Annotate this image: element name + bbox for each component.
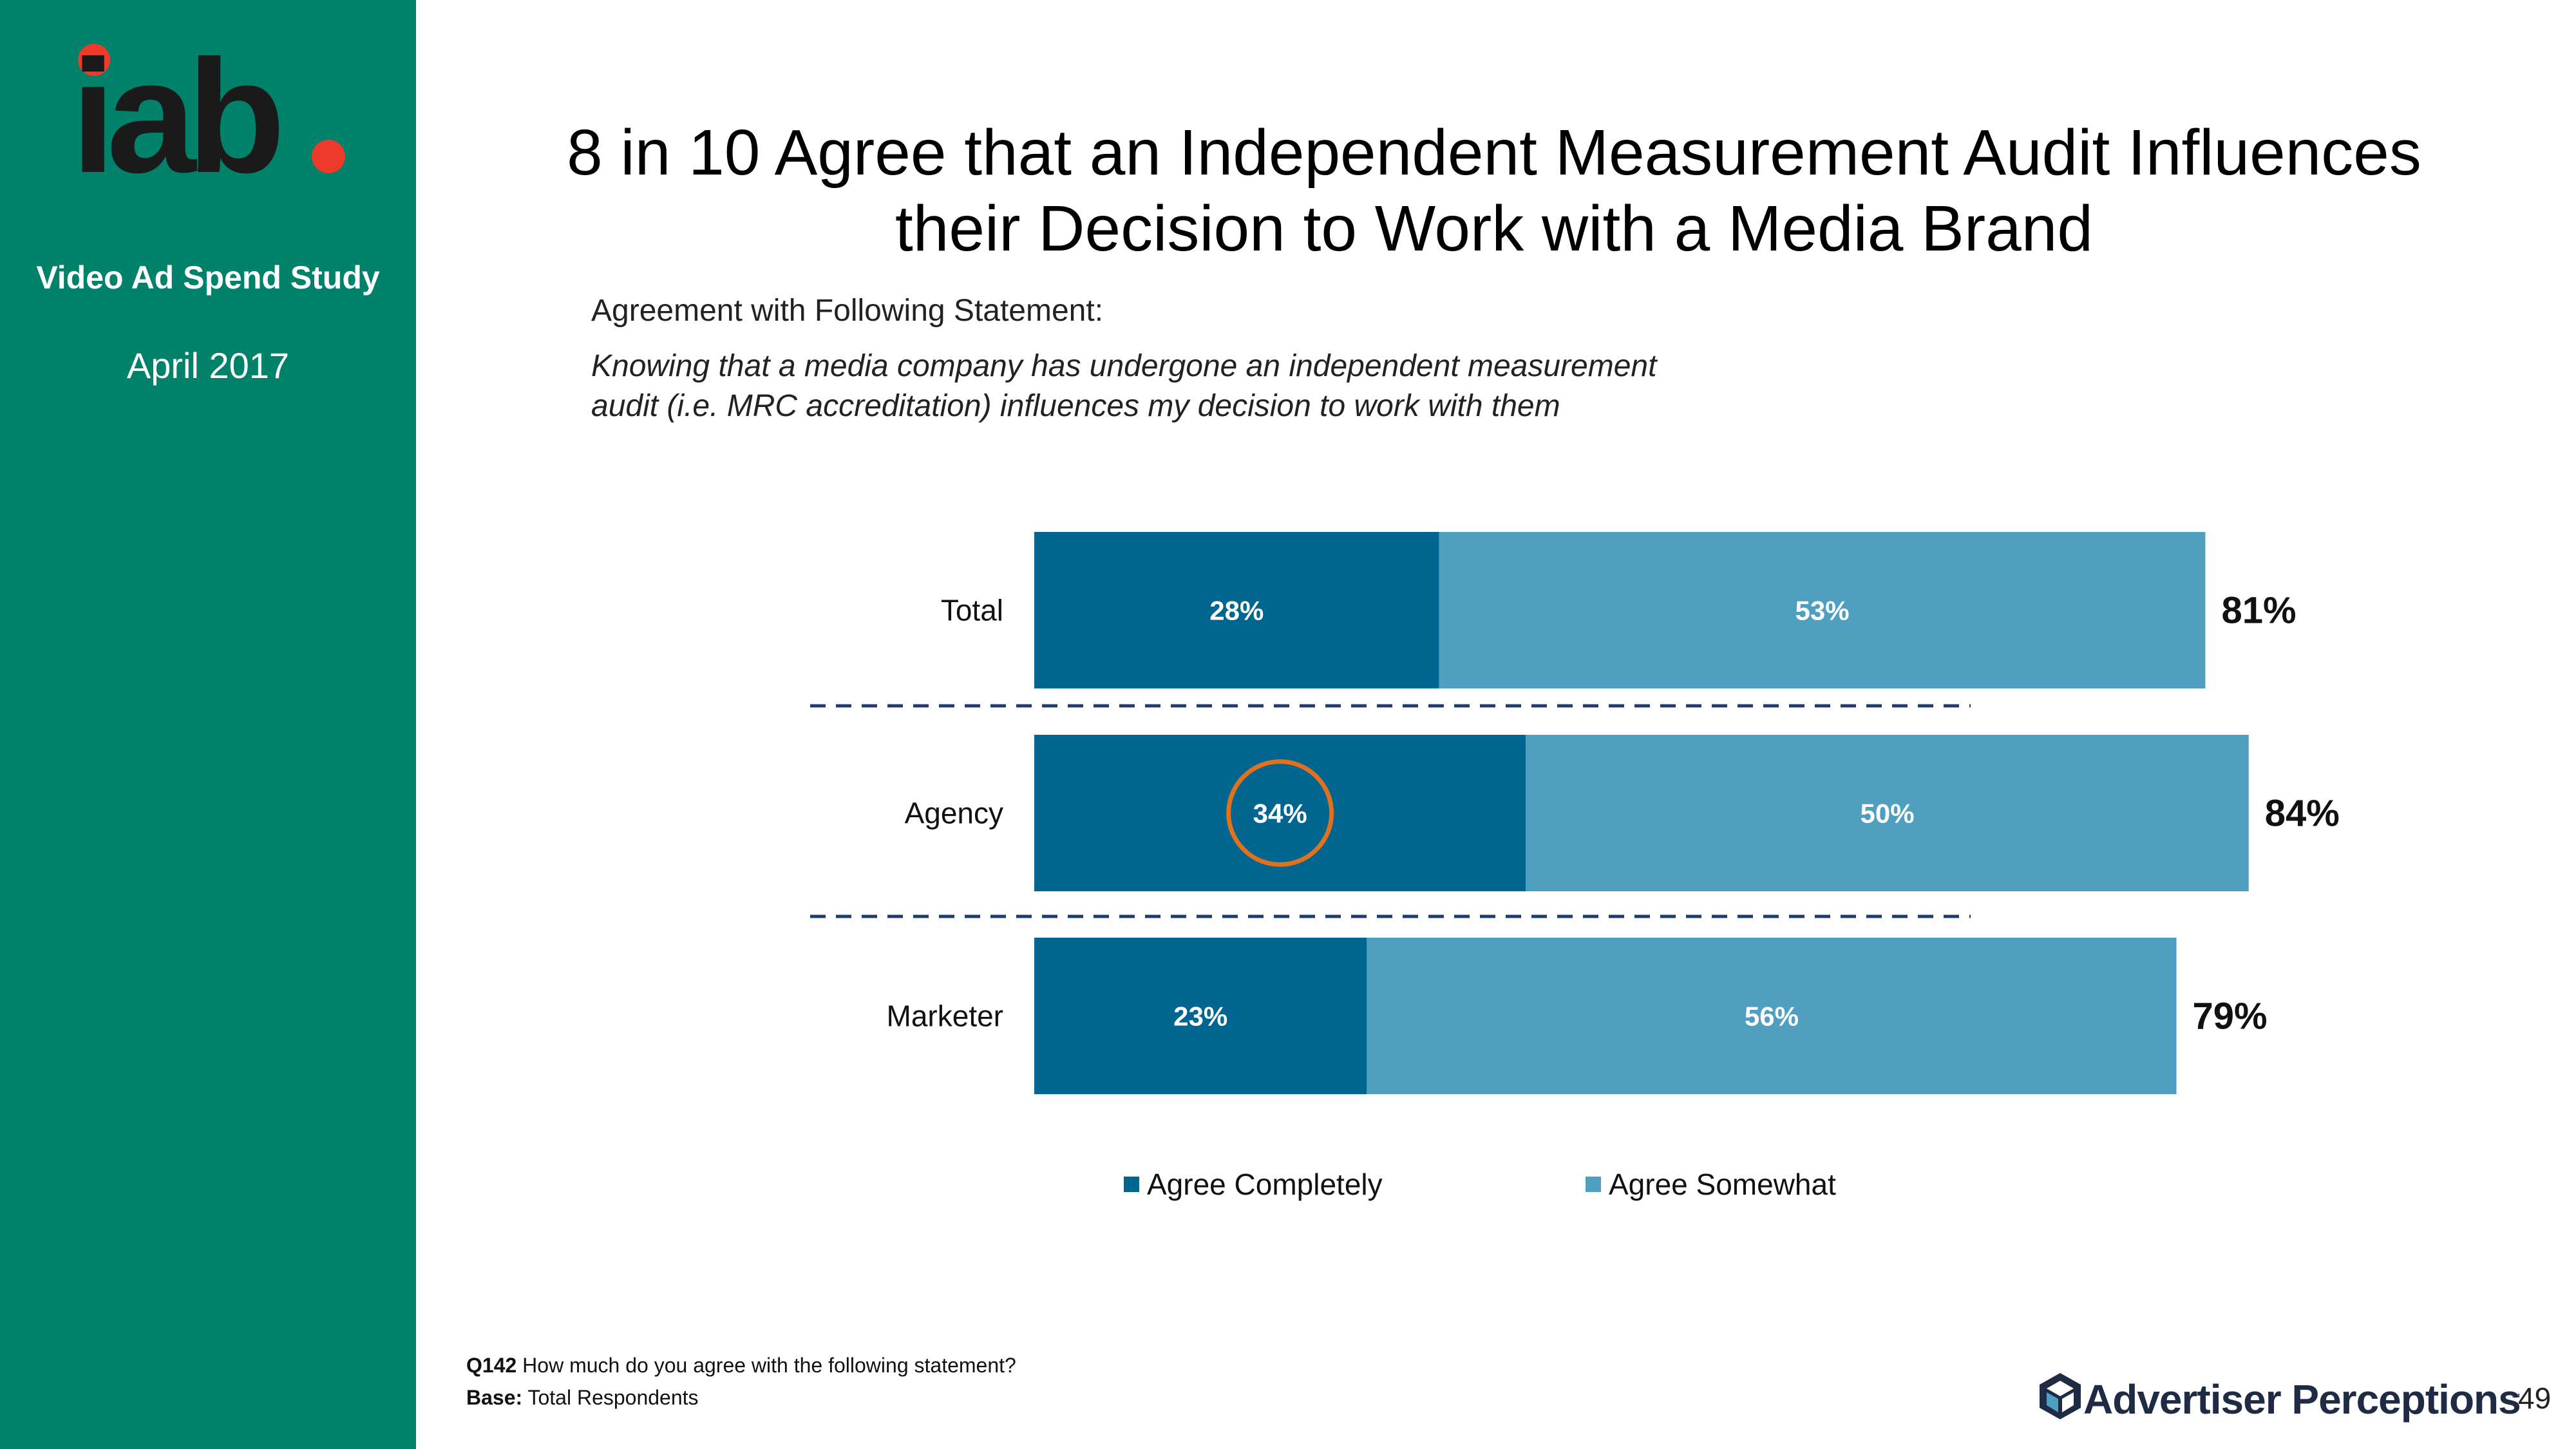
data-label-marketer-agree-somewhat: 56% <box>1745 1001 1799 1032</box>
statement-label: Agreement with Following Statement: <box>591 294 1104 328</box>
total-label-agency: 84% <box>2265 793 2340 835</box>
title-line-2: their Decision to Work with a Media Bran… <box>895 193 2094 265</box>
question-note: Q142 How much do you agree with the foll… <box>466 1349 1016 1381</box>
title-line-1: 8 in 10 Agree that an Independent Measur… <box>567 117 2421 189</box>
data-label-agency-agree-completely: 34% <box>1253 799 1307 829</box>
bar-total-agree-somewhat <box>1439 532 2206 688</box>
trademark: ™ <box>2510 1392 2521 1403</box>
data-label-total-agree-completely: 28% <box>1209 596 1264 626</box>
statement-line-1: Knowing that a media company has undergo… <box>591 349 1657 383</box>
legend-label-agree-somewhat: Agree Somewhat <box>1609 1168 1836 1201</box>
statement-text: Knowing that a media company has undergo… <box>591 346 1656 426</box>
iab-logo: iab iab <box>71 35 345 190</box>
slide-title: 8 in 10 Agree that an Independent Measur… <box>489 115 2499 267</box>
statement-line-2: audit (i.e. MRC accreditation) influence… <box>591 389 1560 423</box>
category-label-marketer: Marketer <box>887 999 1003 1033</box>
cube-icon <box>2040 1373 2081 1419</box>
bar-marketer-agree-completely <box>1034 938 1367 1094</box>
data-label-total-agree-somewhat: 53% <box>1795 596 1849 626</box>
legend-swatch-agree-completely <box>1124 1177 1139 1192</box>
legend-swatch-agree-somewhat <box>1586 1177 1601 1192</box>
bar-agency-agree-somewhat <box>1526 735 2249 891</box>
data-label-agency-agree-somewhat: 50% <box>1861 799 1915 829</box>
page-number: 49 <box>2518 1381 2552 1415</box>
category-label-total: Total <box>941 594 1003 627</box>
base-label: Base: <box>466 1386 523 1409</box>
bar-total-agree-completely <box>1034 532 1439 688</box>
footnote: Q142 How much do you agree with the foll… <box>466 1349 1016 1414</box>
study-date: April 2017 <box>126 345 290 386</box>
bar-marketer-agree-somewhat <box>1367 938 2177 1094</box>
total-label-total: 81% <box>2221 590 2296 632</box>
highlight-circle <box>1226 759 1334 867</box>
base-text: Total Respondents <box>527 1386 699 1409</box>
svg-text:iab: iab <box>71 35 279 190</box>
total-label-marketer: 79% <box>2193 996 2268 1037</box>
base-note: Base: Total Respondents <box>466 1381 1016 1414</box>
brand-name: Advertiser Perceptions <box>2083 1376 2521 1423</box>
category-label-agency: Agency <box>905 797 1003 830</box>
study-title: Video Ad Spend Study <box>36 260 380 296</box>
data-label-marketer-agree-completely: 23% <box>1173 1001 1227 1032</box>
sidebar: iab iab Video Ad Spend Study April 2017 <box>0 0 416 1449</box>
legend-label-agree-completely: Agree Completely <box>1147 1168 1383 1201</box>
question-text: How much do you agree with the following… <box>522 1354 1016 1377</box>
question-label: Q142 <box>466 1354 517 1377</box>
